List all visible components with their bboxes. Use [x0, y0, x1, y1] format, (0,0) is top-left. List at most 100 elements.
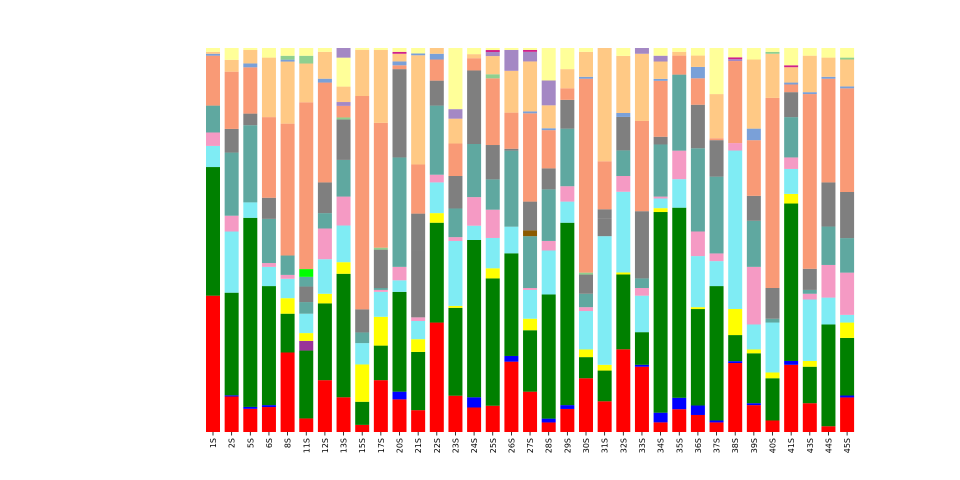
bar-23S: [448, 48, 463, 432]
bar-segment-43S-green: [802, 366, 817, 404]
bar-segment-28S-blue2: [541, 128, 556, 131]
x-tick-label: 44S: [824, 438, 833, 453]
bar-segment-5S-peach: [243, 49, 258, 64]
bar-segment-28S-green: [541, 294, 556, 419]
bar-32S: [616, 48, 631, 432]
bar-segment-31S-cyan: [597, 236, 612, 365]
bar-segment-2S-red: [224, 396, 239, 432]
bar-segment-13S-gray: [336, 119, 351, 160]
bar-segment-34S-ltyellow: [653, 48, 668, 56]
bar-segment-34S-lav: [653, 55, 668, 62]
bar-segment-32S-yellow: [616, 272, 631, 275]
bar-segment-32S-ltyellow: [616, 48, 631, 56]
bar-segment-27S-gray: [523, 201, 538, 231]
x-tick-label: 39S: [750, 438, 759, 453]
bar-segment-13S-green: [336, 273, 351, 398]
bar-segment-40S-red: [765, 420, 780, 432]
bar-segment-17S-ltyellow: [373, 48, 388, 50]
bar-segment-8S-teal: [280, 255, 295, 275]
bar-segment-29S-red: [560, 408, 575, 432]
bar-segment-1S-cyan: [206, 145, 220, 168]
x-tick-label: 26S: [507, 438, 516, 453]
bar-segment-43S-pink: [802, 293, 817, 300]
bar-segment-35S-peach: [672, 51, 687, 56]
bar-segment-22S-blue2: [429, 53, 444, 60]
bar-segment-25S-lav: [485, 52, 500, 57]
bar-segment-15S-cyan: [355, 343, 370, 365]
x-tick-label: 25S: [489, 438, 498, 453]
bar-segment-29S-teal: [560, 128, 575, 187]
bar-segment-6S-gray: [261, 197, 276, 219]
bar-segment-13S-ltgreen: [336, 117, 351, 120]
bar-segment-11S-lime: [299, 269, 314, 277]
bar-segment-33S-blue: [634, 364, 649, 367]
bar-segment-12S-cyan: [317, 259, 332, 294]
bar-segment-29S-pink: [560, 186, 575, 202]
bar-segment-41S-ltyellow: [784, 48, 799, 66]
bar-1S: [206, 48, 220, 432]
bar-segment-25S-ltyellow: [485, 48, 500, 51]
bar-segment-26S-green: [504, 253, 519, 356]
bar-segment-24S-green: [467, 240, 482, 398]
bar-segment-1S-ltyellow: [206, 48, 220, 52]
bar-segment-43S-gray: [802, 268, 817, 290]
bar-segment-11S-gray: [299, 286, 314, 303]
bar-segment-27S-yellow: [523, 318, 538, 331]
bar-segment-25S-yellow: [485, 268, 500, 279]
bar-segment-41S-salmon: [784, 84, 799, 93]
bar-segment-25S-salmon: [485, 78, 500, 146]
bar-segment-32S-gray: [616, 116, 631, 151]
x-tick-label: 20S: [396, 438, 405, 453]
bar-segment-30S-yellow: [579, 349, 593, 358]
bar-43S: [802, 48, 817, 432]
bar-segment-41S-pink: [784, 157, 799, 169]
x-tick-label: 35S: [675, 438, 684, 453]
bar-segment-20S-cyan: [392, 280, 407, 292]
bar-segment-20S-blue2: [392, 61, 407, 66]
bar-segment-36S-cyan: [690, 256, 705, 308]
bar-segment-17S-teal: [373, 288, 388, 290]
x-tick-label: 32S: [619, 438, 628, 453]
bar-segment-34S-teal: [653, 144, 668, 197]
bar-segment-40S-gray: [765, 288, 780, 319]
bar-segment-11S-teal: [299, 276, 314, 287]
x-tick-label: 40S: [769, 438, 778, 453]
bar-segment-11S-yellow: [299, 333, 314, 341]
bar-segment-20S-gray: [392, 69, 407, 158]
bar-segment-35S-blue: [672, 397, 687, 410]
bar-segment-12S-pink: [317, 228, 332, 260]
bar-segment-34S-blue: [653, 412, 668, 423]
bar-39S: [746, 48, 761, 432]
x-tick-label: 41S: [787, 438, 796, 453]
bar-segment-33S-green: [634, 332, 649, 365]
bar-segment-45S-teal: [840, 238, 855, 273]
bar-segment-15S-green: [355, 401, 370, 425]
bar-segment-15S-peach: [355, 49, 370, 96]
bar-segment-15S-yellow: [355, 364, 370, 402]
bar-segment-37S-ltyellow: [709, 48, 724, 95]
bar-segment-38S-ltyellow: [728, 48, 743, 58]
bar-segment-32S-red: [616, 349, 631, 432]
x-tick-label: 12S: [321, 438, 330, 453]
bar-segment-1S-peach: [206, 51, 220, 54]
bar-segment-6S-salmon: [261, 117, 276, 198]
bar-segment-34S-salmon: [653, 80, 668, 137]
bar-segment-5S-salmon: [243, 67, 258, 114]
bar-segment-28S-lav: [541, 80, 556, 106]
bar-segment-43S-teal: [802, 289, 817, 294]
x-tick-label: 13S: [340, 438, 349, 453]
x-tick-label: 45S: [843, 438, 852, 453]
bar-segment-36S-peach: [690, 55, 705, 67]
bar-segment-40S-yellow: [765, 372, 780, 379]
bar-segment-20S-magenta: [392, 51, 407, 54]
bar-segment-6S-ltyellow: [261, 48, 276, 58]
bar-segment-8S-cyan: [280, 278, 295, 299]
bar-segment-8S-red: [280, 352, 295, 432]
bar-segment-36S-green: [690, 309, 705, 406]
bar-segment-40S-green: [765, 378, 780, 421]
bar-segment-26S-gray: [504, 148, 519, 151]
bar-segment-33S-teal: [634, 278, 649, 288]
bar-segment-37S-teal: [709, 176, 724, 254]
bar-22S: [429, 48, 444, 432]
